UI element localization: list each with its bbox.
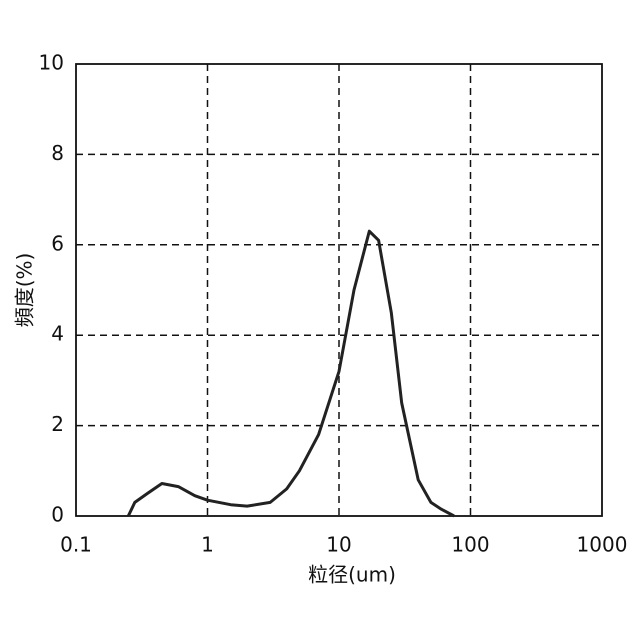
y-axis-label: 頻度(%) — [13, 253, 37, 328]
y-tick-label: 0 — [51, 503, 64, 527]
x-axis-label: 粒径(um) — [308, 563, 396, 587]
x-tick-label: 1000 — [577, 533, 628, 557]
y-tick-label: 8 — [51, 141, 64, 165]
x-tick-label: 0.1 — [60, 533, 92, 557]
data-line — [128, 231, 454, 516]
x-tick-label: 10 — [326, 533, 351, 557]
y-tick-label: 4 — [51, 322, 64, 346]
chart: 粒径(um) 頻度(%) 0 2 4 6 8 10 0.1 1 10 100 1000 — [0, 0, 640, 640]
x-tick-label: 100 — [451, 533, 489, 557]
y-tick-label: 2 — [51, 412, 64, 436]
y-tick-label: 10 — [39, 51, 64, 75]
x-tick-label: 1 — [201, 533, 214, 557]
y-tick-label: 6 — [51, 231, 64, 255]
